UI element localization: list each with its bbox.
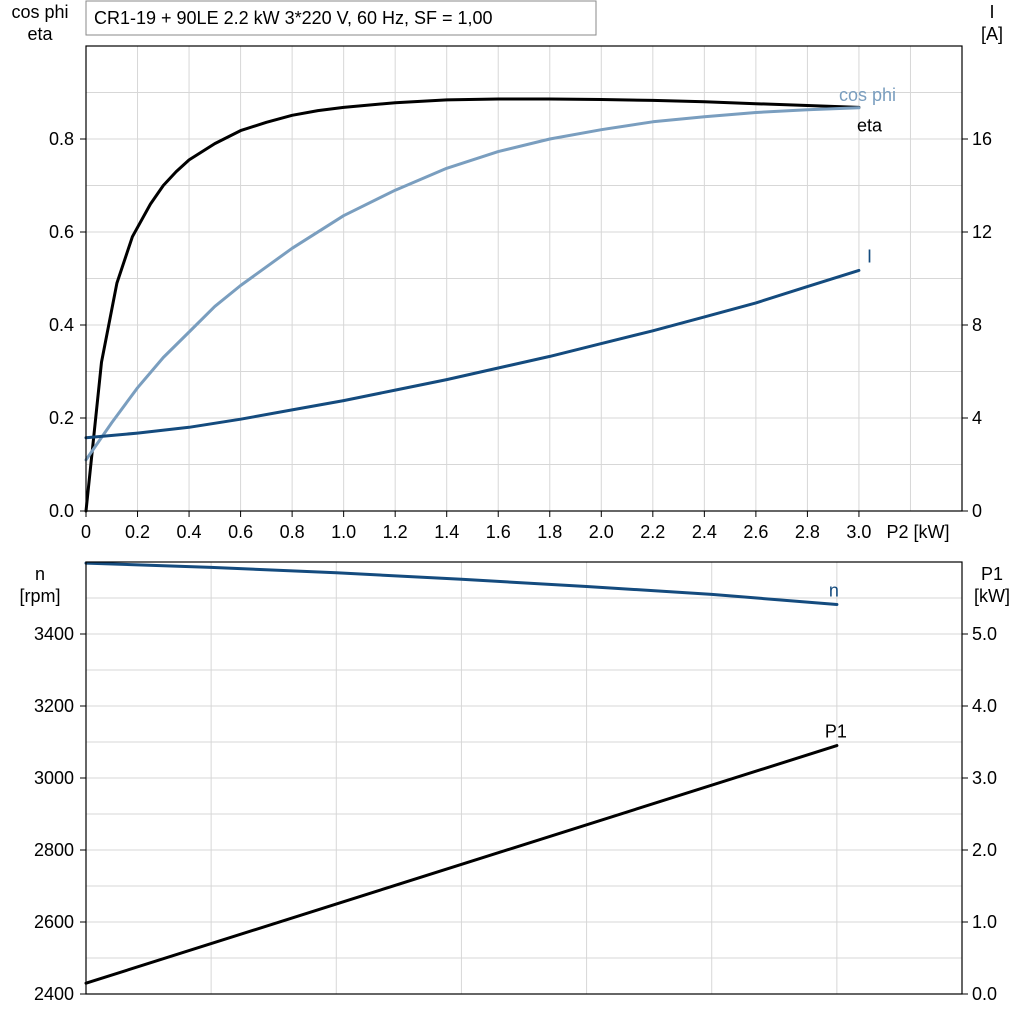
x-tick-label: 1.6 [486,522,511,542]
right-tick-label: 1.0 [972,912,997,932]
x-tick-label: 0.6 [228,522,253,542]
right-axis-title: P1 [981,564,1003,584]
left-axis-title: [rpm] [19,586,60,606]
series-label-n: n [829,580,839,600]
x-tick-label: 2.8 [795,522,820,542]
x-axis-title: P2 [kW] [886,522,949,542]
left-tick-label: 3400 [34,624,74,644]
left-tick-label: 2400 [34,984,74,1004]
x-tick-label: 2.0 [589,522,614,542]
series-line-I [84,268,861,440]
plot-frame [85,561,963,995]
chart-title-frame [85,0,597,36]
right-tick-label: 2.0 [972,840,997,860]
left-tick-label: 2800 [34,840,74,860]
series-line-eta [84,97,861,513]
x-tick-label: 0.2 [125,522,150,542]
x-tick-label: 0.8 [280,522,305,542]
left-axis-title: n [35,564,45,584]
series-label-P1: P1 [825,722,847,742]
right-axis-title: [kW] [974,586,1010,606]
left-axis-title: eta [27,24,53,44]
right-tick-label: 12 [972,222,992,242]
x-tick-label: 1.0 [331,522,356,542]
left-axis-title: cos phi [11,2,68,22]
x-tick-label: 2.4 [692,522,717,542]
left-tick-label: 2600 [34,912,74,932]
x-tick-label: 0 [81,522,91,542]
right-axis-title: [A] [981,24,1003,44]
right-tick-label: 16 [972,129,992,149]
series-label-eta: eta [857,115,883,135]
left-tick-label: 3000 [34,768,74,788]
x-tick-label: 3.0 [846,522,871,542]
left-tick-label: 0.0 [49,501,74,521]
left-tick-label: 0.4 [49,315,74,335]
right-tick-label: 0.0 [972,984,997,1004]
plot-frame [85,45,963,512]
series-label-cos-phi: cos phi [839,85,896,105]
x-tick-label: 2.2 [640,522,665,542]
series-line-P1 [84,744,839,985]
right-tick-label: 8 [972,315,982,335]
chart-title-box: CR1-19 + 90LE 2.2 kW 3*220 V, 60 Hz, SF … [85,0,597,36]
left-tick-label: 3200 [34,696,74,716]
series-label-I: I [867,246,872,266]
x-tick-label: 1.8 [537,522,562,542]
right-tick-label: 4.0 [972,696,997,716]
x-tick-label: 0.4 [177,522,202,542]
right-tick-label: 4 [972,408,982,428]
right-axis-title: I [989,2,994,22]
chart-title: CR1-19 + 90LE 2.2 kW 3*220 V, 60 Hz, SF … [94,8,493,28]
x-tick-label: 2.6 [743,522,768,542]
right-tick-label: 5.0 [972,624,997,644]
left-tick-label: 0.8 [49,129,74,149]
left-tick-label: 0.2 [49,408,74,428]
series-line-n [84,561,839,606]
right-tick-label: 0 [972,501,982,521]
x-tick-label: 1.4 [434,522,459,542]
right-tick-label: 3.0 [972,768,997,788]
left-tick-label: 0.6 [49,222,74,242]
x-tick-label: 1.2 [383,522,408,542]
series-line-cos-phi [84,106,861,462]
